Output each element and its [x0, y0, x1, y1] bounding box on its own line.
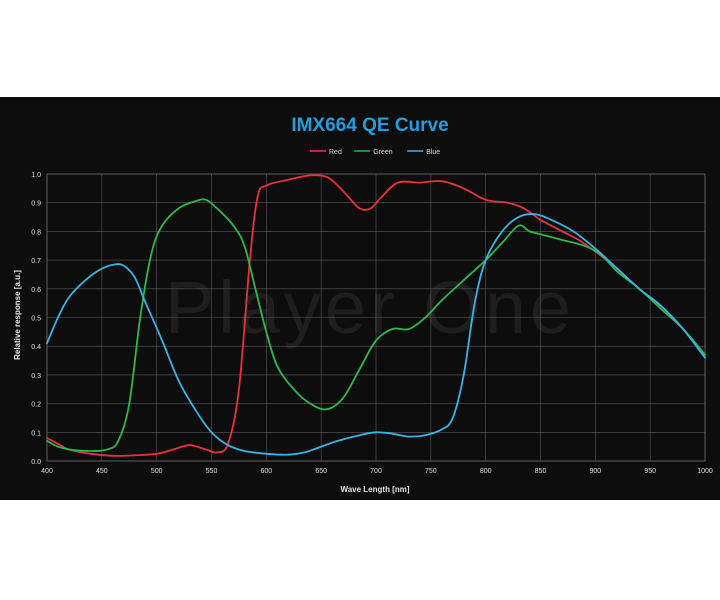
y-tick-label: 0.0 — [31, 459, 41, 466]
plot-frame — [46, 173, 706, 462]
x-tick-label: 700 — [370, 468, 382, 475]
x-tick-label: 900 — [589, 468, 601, 475]
qe-curve-chart: Player One 0.00.10.20.30.40.50.60.70.80.… — [13, 115, 713, 494]
y-tick-label: 0.1 — [31, 430, 41, 437]
x-tick-label: 500 — [151, 468, 163, 475]
axis-ticks: 0.0 0.1 0.2 0.3 0.4 0.5 0.6 0.7 0.8 0.9 1.0 400 450 5… — [31, 172, 713, 475]
y-axis-label: Relative response [a.u.] — [13, 270, 22, 360]
y-tick-label: 0.6 — [31, 287, 41, 294]
y-tick-label: 0.3 — [31, 373, 41, 380]
x-tick-label: 600 — [260, 468, 272, 475]
x-tick-label: 650 — [315, 468, 327, 475]
series-line-red — [46, 174, 706, 457]
series-line-green — [46, 198, 706, 452]
y-tick-label: 0.4 — [31, 344, 41, 351]
y-tick-label: 0.5 — [31, 316, 41, 323]
x-tick-label: 800 — [480, 468, 492, 475]
x-tick-label: 750 — [425, 468, 437, 475]
x-tick-label: 950 — [644, 468, 656, 475]
chart-panel: Player One 0.0 0.1 0.2 0.3 0.4 0.5 0.6 0.7 0.8 0.… — [0, 97, 720, 500]
series-lines — [46, 174, 706, 457]
legend: Red Green Blue — [310, 149, 440, 156]
y-tick-label: 0.8 — [31, 229, 41, 236]
y-tick-label: 0.2 — [31, 402, 41, 409]
watermark-text: Player One — [165, 266, 575, 349]
series-line-blue — [46, 213, 706, 456]
x-tick-label: 450 — [96, 468, 108, 475]
legend-label-blue: Blue — [426, 149, 440, 156]
y-tick-label: 0.7 — [31, 258, 41, 265]
chart-title: IMX664 QE Curve — [291, 115, 448, 136]
grid — [46, 173, 706, 462]
y-tick-label: 0.9 — [31, 201, 41, 208]
x-tick-label: 400 — [41, 468, 53, 475]
x-axis-label: Wave Length [nm] — [340, 485, 409, 494]
y-tick-label: 1.0 — [31, 172, 41, 179]
legend-label-green: Green — [373, 149, 393, 156]
x-tick-label: 850 — [535, 468, 547, 475]
legend-label-red: Red — [329, 149, 342, 156]
x-tick-label: 550 — [206, 468, 218, 475]
x-tick-label: 1000 — [697, 468, 713, 475]
